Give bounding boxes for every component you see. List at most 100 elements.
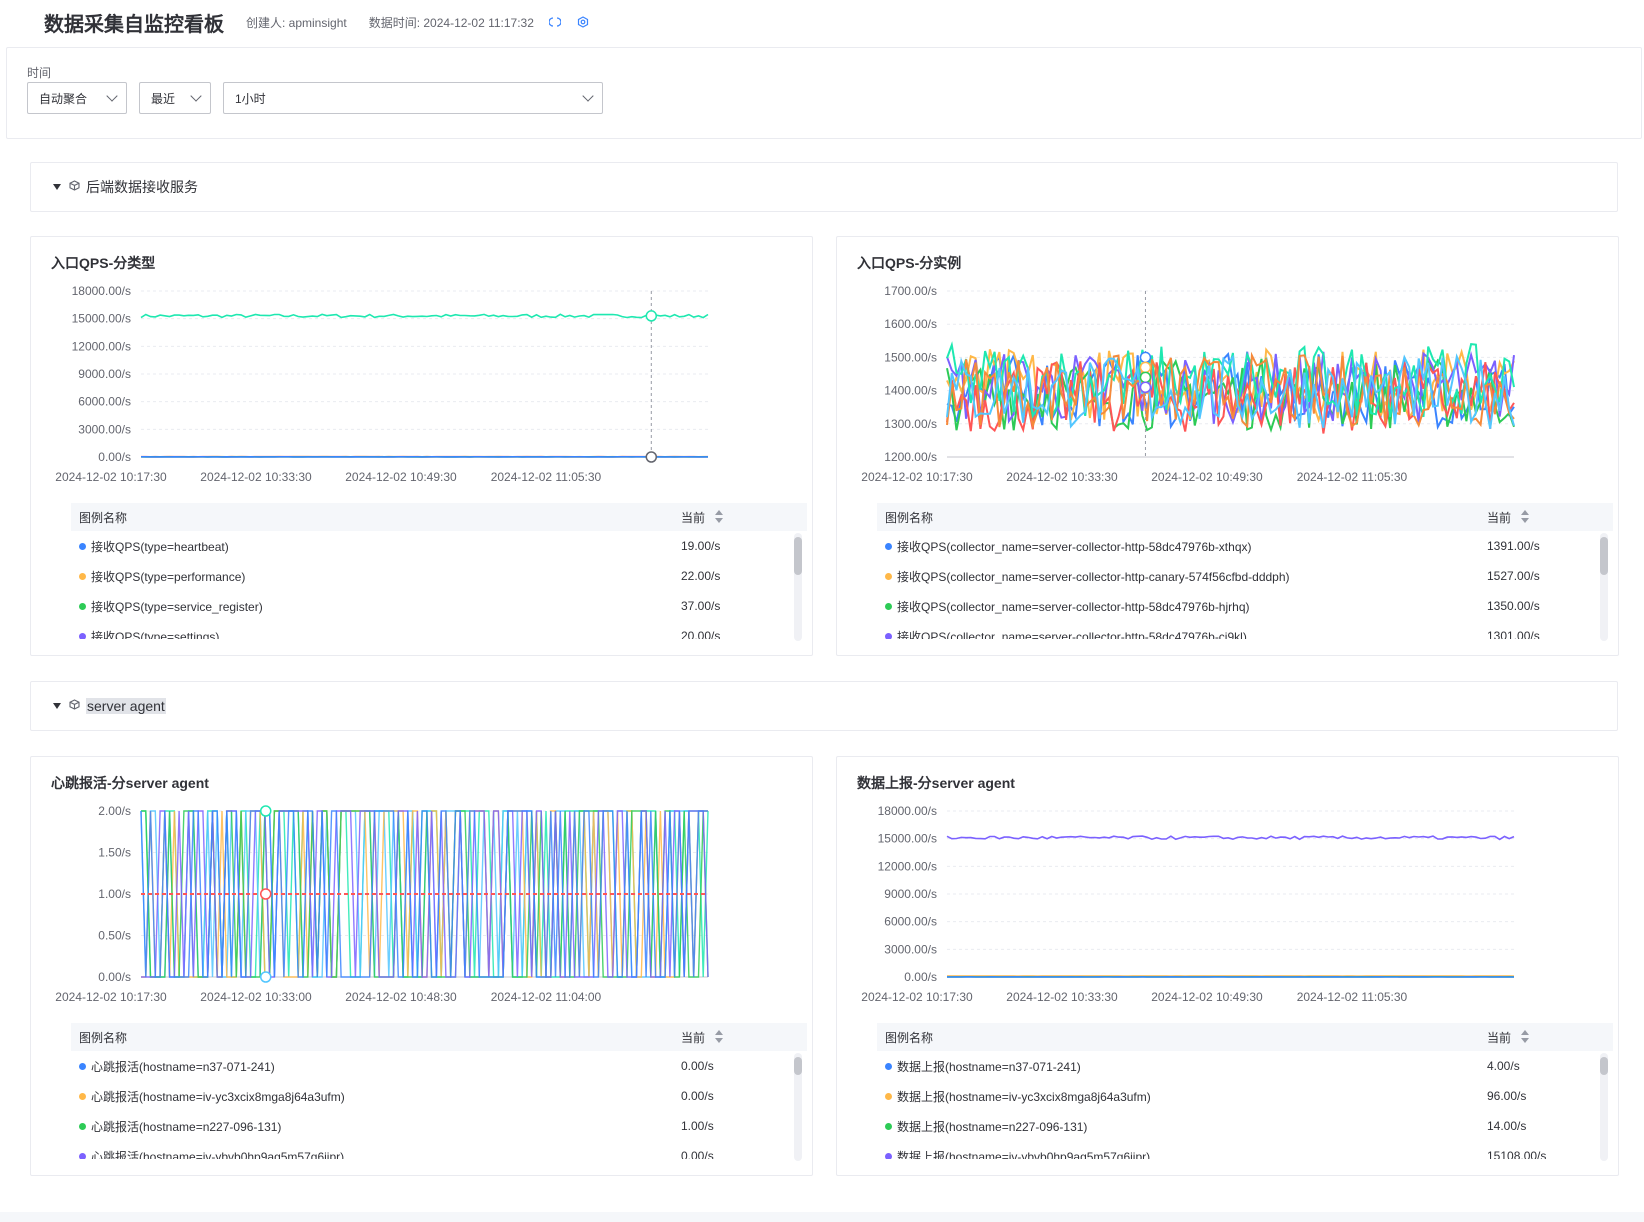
chart-qps-by-type[interactable]: 18000.00/s 15000.00/s 12000.00/s 9000.00/s 6… [31, 279, 813, 503]
legend-name: 心跳报活(hostname=iv-ybvb0hp9ag5m57g6iipr) [91, 1149, 345, 1160]
panel-title: 入口QPS-分实例 [857, 255, 962, 271]
legend-row[interactable]: 接收QPS(type=settings) 20.00/s [71, 621, 807, 639]
legend-row[interactable]: 接收QPS(collector_name=server-collector-ht… [877, 591, 1613, 621]
x-tick-label: 2024-12-02 10:49:30 [1151, 470, 1263, 484]
legend-row[interactable]: 心跳报活(hostname=n227-096-131) 1.00/s [71, 1111, 807, 1141]
y-tick-label: 15000.00/s [878, 832, 937, 846]
legend-value: 1350.00/s [1487, 599, 1540, 613]
aggregation-select[interactable]: 自动聚合 [27, 82, 127, 114]
collapse-caret-icon[interactable] [53, 184, 61, 190]
legend-value: 20.00/s [681, 629, 721, 639]
legend-value: 19.00/s [681, 539, 721, 553]
legend-value: 15108.00/s [1487, 1149, 1547, 1159]
bottom-strip [0, 1212, 1644, 1222]
legend-scrollbar[interactable] [794, 533, 802, 641]
legend-row[interactable]: 心跳报活(hostname=n37-071-241) 0.00/s [71, 1051, 807, 1081]
legend-dot [79, 573, 86, 580]
legend-row[interactable]: 接收QPS(collector_name=server-collector-ht… [877, 621, 1613, 639]
sort-icon[interactable] [1521, 510, 1529, 524]
legend-name: 接收QPS(collector_name=server-collector-ht… [897, 569, 1290, 584]
legend-row[interactable]: 数据上报(hostname=iv-yc3xcix8mga8j64a3ufm) 96… [877, 1081, 1613, 1111]
legend-row[interactable]: 心跳报活(hostname=iv-ybvb0hp9ag5m57g6iipr) 0.… [71, 1141, 807, 1159]
y-tick-label: 3000.00/s [78, 422, 131, 436]
sort-icon[interactable] [715, 510, 723, 524]
legend-row[interactable]: 接收QPS(type=service_register) 37.00/s [71, 591, 807, 621]
y-tick-label: 2.00/s [98, 804, 131, 818]
legend-value: 1.00/s [681, 1119, 714, 1133]
sort-icon[interactable] [1521, 1030, 1529, 1044]
group-header-backend[interactable]: 后端数据接收服务 [30, 162, 1618, 212]
legend-row[interactable]: 数据上报(hostname=iv-ybvb0hp9ag5m57g6iipr) 15… [877, 1141, 1613, 1159]
legend-row[interactable]: 接收QPS(collector_name=server-collector-ht… [877, 531, 1613, 561]
refresh-icon[interactable] [548, 15, 562, 29]
legend-row[interactable]: 接收QPS(collector_name=server-collector-ht… [877, 561, 1613, 591]
legend-current-header[interactable]: 当前 [681, 510, 706, 525]
series-line [946, 361, 1515, 434]
scrollbar-thumb[interactable] [1600, 1057, 1608, 1075]
range-value-select[interactable]: 1小时 [223, 82, 603, 114]
range-mode-select[interactable]: 最近 [139, 82, 211, 114]
cube-icon [69, 699, 80, 713]
sort-icon[interactable] [715, 1030, 723, 1044]
chart-qps-by-instance[interactable]: 1700.00/s 1600.00/s 1500.00/s 1400.00/s 1300… [837, 279, 1619, 503]
legend-current-header[interactable]: 当前 [1487, 1030, 1512, 1045]
chart-data-report-by-agent[interactable]: 18000.00/s 15000.00/s 12000.00/s 9000.00/s 6… [837, 799, 1619, 1023]
legend-dot [79, 1123, 86, 1130]
y-tick-label: 6000.00/s [78, 395, 131, 409]
legend-row[interactable]: 数据上报(hostname=n37-071-241) 4.00/s [877, 1051, 1613, 1081]
legend-row[interactable]: 心跳报活(hostname=iv-yc3xcix8mga8j64a3ufm) 0.… [71, 1081, 807, 1111]
chart-heartbeat-by-agent[interactable]: 2.00/s 1.50/s 1.00/s 0.50/s 0.00/s 2024-12-02… [31, 799, 813, 1023]
legend-scrollbar[interactable] [1600, 1053, 1608, 1161]
legend-dot [885, 1063, 892, 1070]
legend-table: 图例名称 当前 数据上报(hostname=n37-071-241) 4.00/s… [877, 1023, 1613, 1159]
y-tick-label: 6000.00/s [884, 915, 937, 929]
page-header: 数据采集自监控看板 创建人: apminsight 数据时间: 2024-12-… [0, 0, 1644, 44]
scrollbar-thumb[interactable] [1600, 537, 1608, 575]
settings-icon[interactable] [576, 15, 590, 29]
legend-table: 图例名称 当前 心跳报活(hostname=n37-071-241) 0.00/s… [71, 1023, 807, 1159]
x-tick-label: 2024-12-02 10:17:30 [55, 990, 167, 1004]
hover-point [1139, 371, 1152, 384]
legend-row[interactable]: 接收QPS(type=heartbeat) 19.00/s [71, 531, 807, 561]
legend-current-header[interactable]: 当前 [1487, 510, 1512, 525]
legend-name: 接收QPS(type=service_register) [91, 599, 263, 614]
legend-header: 图例名称 当前 [71, 503, 807, 531]
legend-name: 接收QPS(collector_name=server-collector-ht… [897, 539, 1252, 554]
x-tick-label: 2024-12-02 11:05:30 [491, 470, 602, 484]
collapse-caret-icon[interactable] [53, 703, 61, 709]
chevron-down-icon [106, 90, 118, 102]
legend-name: 数据上报(hostname=n37-071-241) [897, 1059, 1081, 1074]
legend-name: 数据上报(hostname=n227-096-131) [897, 1119, 1088, 1134]
legend-dot [79, 543, 86, 550]
legend-dot [79, 1063, 86, 1070]
legend-dot [79, 1153, 86, 1159]
legend-name: 心跳报活(hostname=n37-071-241) [91, 1059, 275, 1074]
legend-dot [79, 633, 86, 639]
series-line [946, 835, 1515, 841]
scrollbar-thumb[interactable] [794, 537, 802, 575]
legend-name: 接收QPS(type=settings) [91, 629, 220, 640]
panel-title: 数据上报-分server agent [857, 775, 1015, 791]
group-header-server-agent[interactable]: server agent [30, 681, 1618, 731]
panel-title: 心跳报活-分server agent [51, 775, 209, 791]
series-line [946, 356, 1515, 434]
legend-table: 图例名称 当前 接收QPS(collector_name=server-coll… [877, 503, 1613, 639]
scrollbar-thumb[interactable] [794, 1057, 802, 1075]
legend-scrollbar[interactable] [1600, 533, 1608, 641]
legend-scrollbar[interactable] [794, 1053, 802, 1161]
panel-title: 入口QPS-分类型 [51, 255, 156, 271]
range-value: 1小时 [235, 91, 266, 106]
x-tick-label: 2024-12-02 10:33:00 [200, 990, 312, 1004]
filter-bar: 时间 自动聚合 最近 1小时 [6, 47, 1642, 139]
y-tick-label: 1200.00/s [884, 450, 937, 464]
legend-dot [885, 633, 892, 639]
panel-qps-by-instance: 入口QPS-分实例 1700.00/s 1600.00/s 1500.00/s 140… [836, 236, 1619, 656]
legend-row[interactable]: 接收QPS(type=performance) 22.00/s [71, 561, 807, 591]
legend-name-header: 图例名称 [885, 510, 934, 525]
cube-icon [69, 180, 80, 194]
legend-dot [885, 603, 892, 610]
chevron-down-icon [190, 90, 202, 102]
x-tick-label: 2024-12-02 10:49:30 [1151, 990, 1263, 1004]
legend-row[interactable]: 数据上报(hostname=n227-096-131) 14.00/s [877, 1111, 1613, 1141]
legend-current-header[interactable]: 当前 [681, 1030, 706, 1045]
